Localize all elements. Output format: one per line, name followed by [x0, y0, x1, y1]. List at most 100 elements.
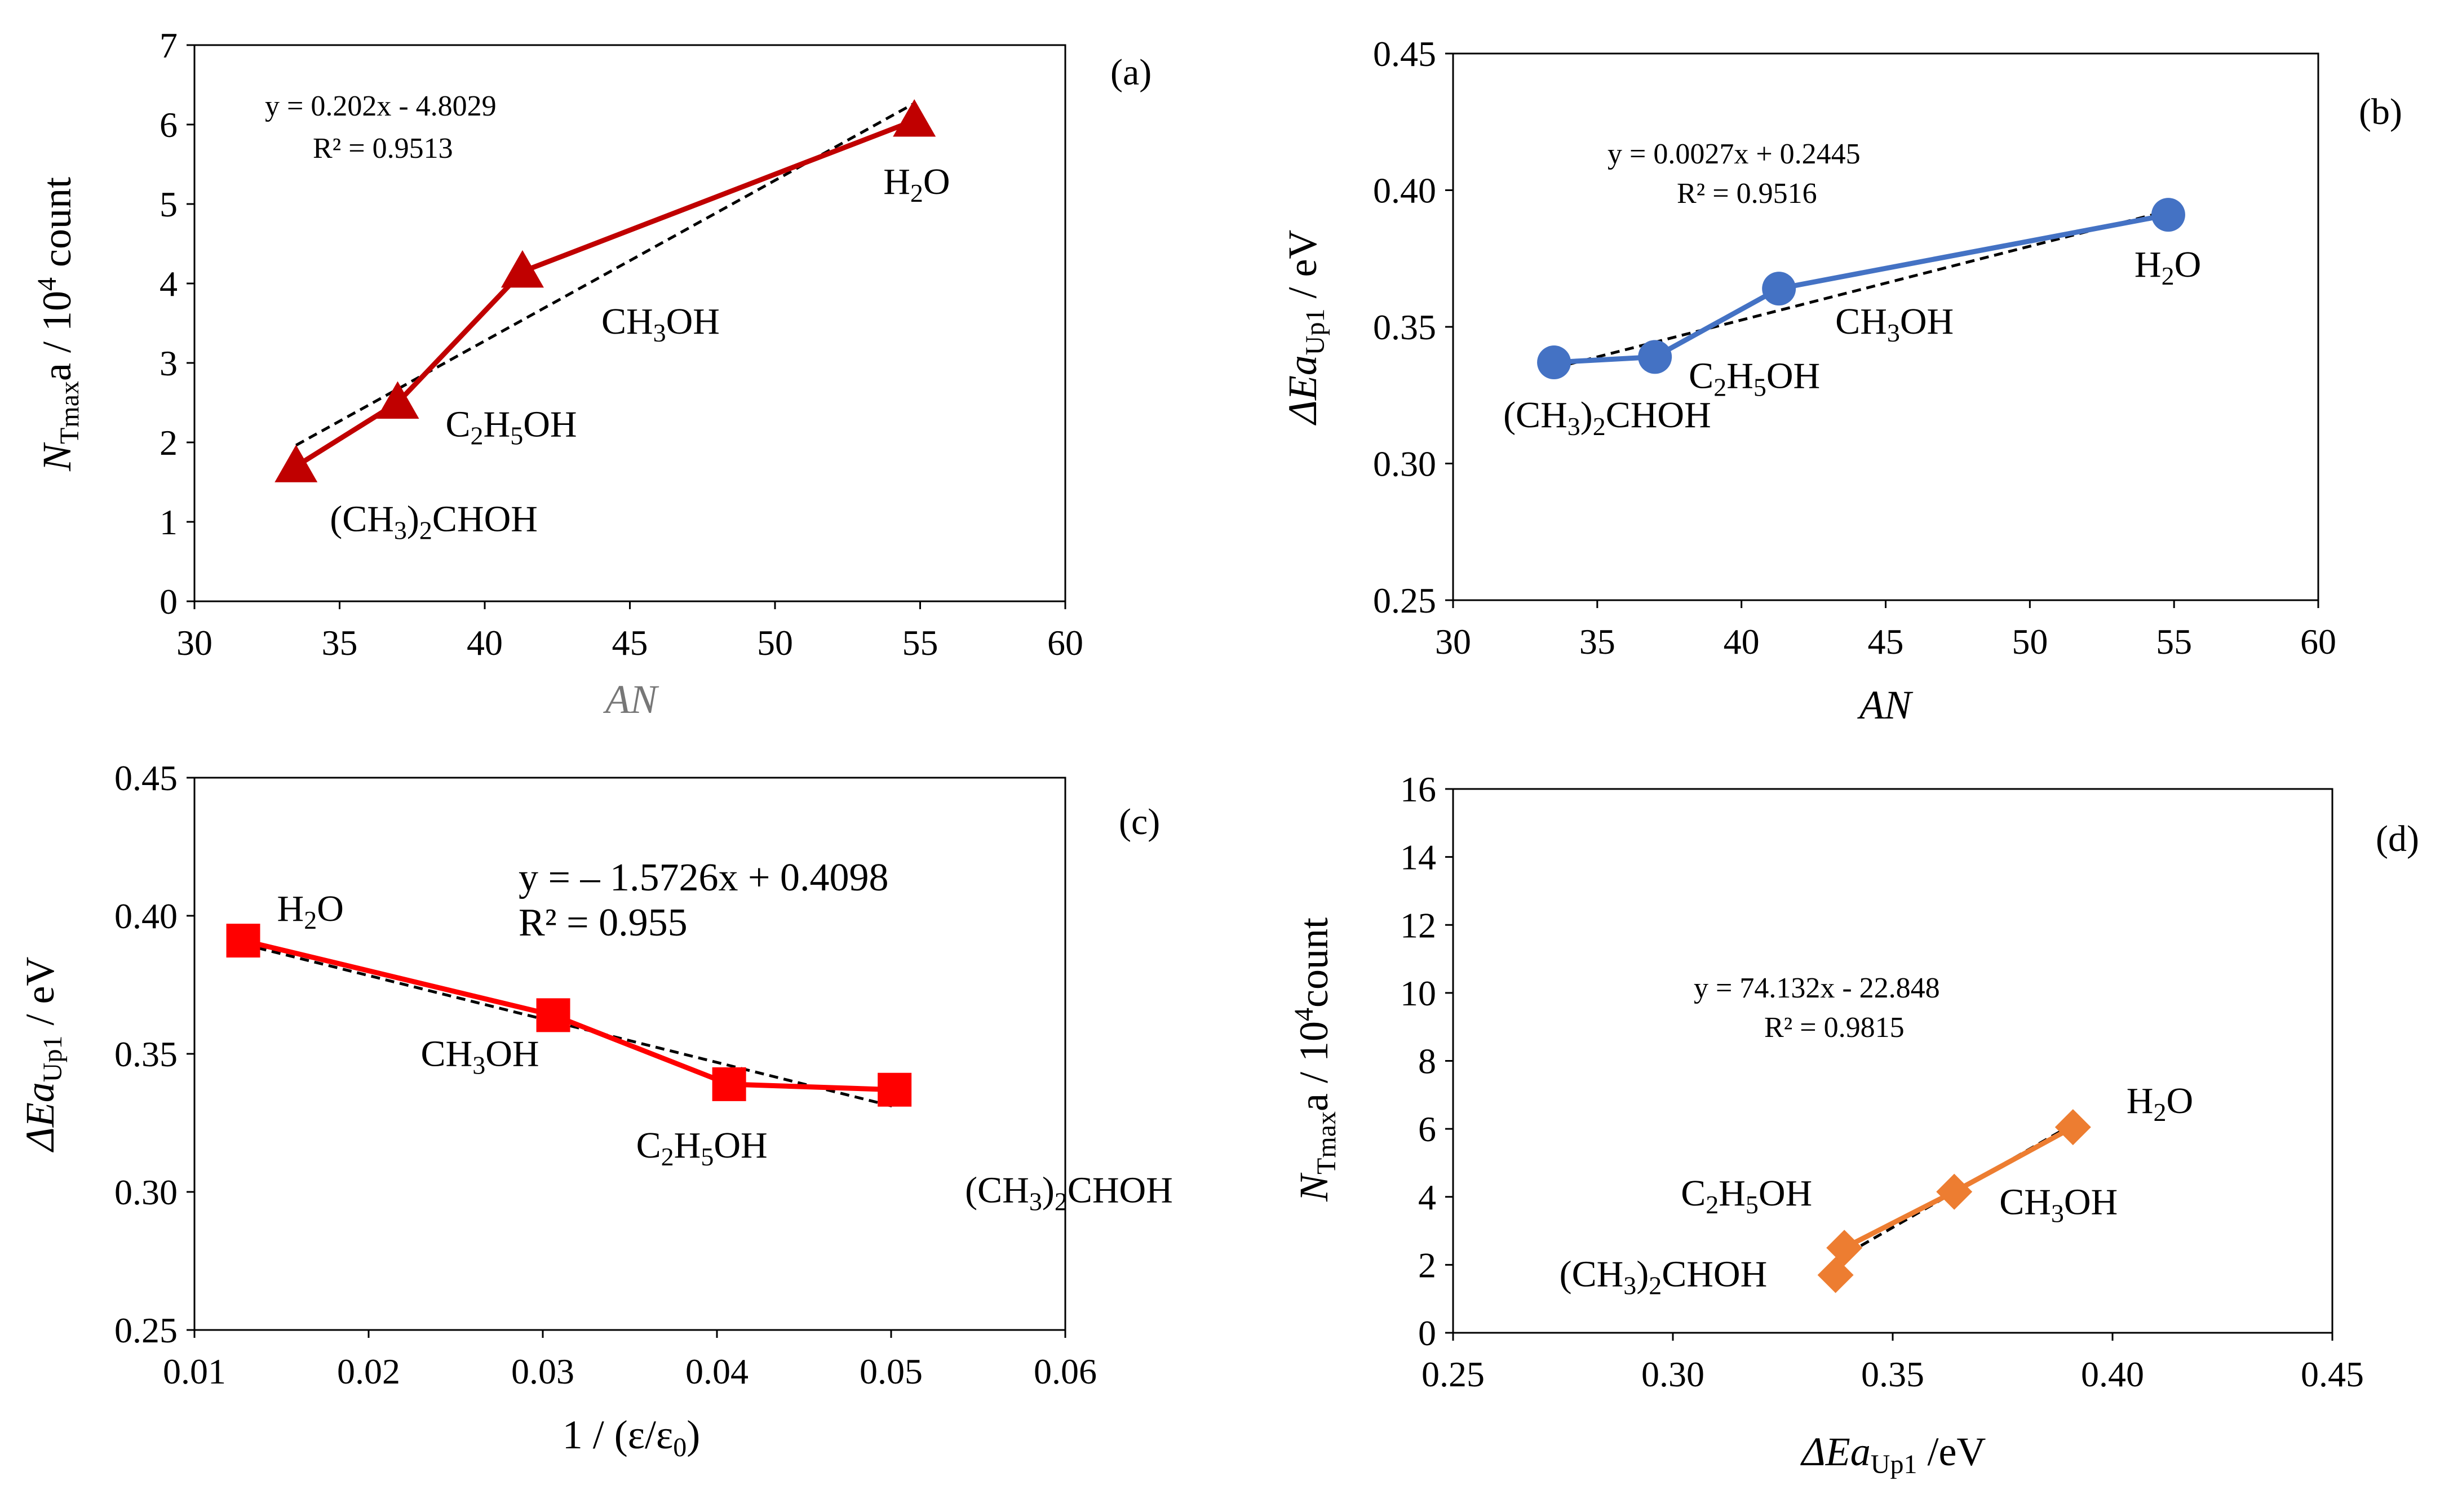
y-tick-label: 4 [1418, 1177, 1436, 1217]
panel-b: 0.250.300.350.400.45 30 35 40 45 50 55 60 (CH3… [1280, 34, 2402, 728]
point-label-part: C [1681, 1173, 1706, 1214]
y-axis-title: ΔEaUp1 / eV [17, 957, 68, 1153]
y-tick-label: 12 [1400, 905, 1436, 945]
data-point [2151, 198, 2185, 232]
trend-r2: R² = 0.9516 [1677, 178, 1817, 210]
y-tick-label: 0.30 [1373, 444, 1436, 484]
point-label: CH3OH [1835, 301, 1954, 347]
data-point [1762, 272, 1796, 306]
panel-label: (c) [1119, 801, 1160, 843]
y-tick-label: 2 [1418, 1245, 1436, 1285]
y-ticks: 0 1 2 3 4 5 6 7 [160, 25, 194, 622]
y-tick-label: 8 [1418, 1041, 1436, 1081]
point-label: C2H5OH [1689, 355, 1820, 401]
point-label-part: (CH [330, 498, 394, 539]
point-label-part: CH [421, 1033, 473, 1074]
trendline [242, 943, 895, 1108]
trend-equation: y = 0.0027x + 0.2445 [1608, 138, 1861, 170]
data-point [1817, 1257, 1854, 1293]
point-label-part: 2 [1593, 412, 1606, 441]
y-title-part: ΔEa [1280, 355, 1325, 425]
data-point [536, 998, 570, 1032]
point-label-part: H [883, 161, 910, 202]
x-tick-label: 0.30 [1641, 1354, 1704, 1394]
point-label: (CH3)2CHOH [330, 498, 538, 544]
x-tick-label: 0.03 [511, 1351, 574, 1391]
y-axis-title: NTmaxa / 104 count [32, 177, 85, 472]
point-label-part: OH [1759, 1173, 1812, 1214]
point-label-part: H [1726, 355, 1753, 396]
y-tick-label: 3 [160, 343, 178, 383]
point-label: CH3OH [601, 301, 720, 347]
point-label-part: 3 [472, 1050, 485, 1079]
point-label: CH3OH [1999, 1182, 2118, 1228]
data-point [1537, 345, 1571, 380]
x-tick-label: 45 [1868, 622, 1904, 662]
y-tick-label: 0 [160, 582, 178, 622]
point-label-part: OH [485, 1033, 539, 1074]
x-ticks: 30 35 40 45 50 55 60 [1435, 600, 2336, 662]
point-label-part: 2 [419, 516, 432, 544]
y-ticks: 0.25 0.30 0.35 0.40 0.45 [114, 758, 194, 1350]
point-label-part: CHOH [1662, 1253, 1767, 1294]
y-tick-label: 0.45 [1373, 34, 1436, 74]
point-label-part: O [2175, 244, 2202, 285]
x-tick-label: 35 [1579, 622, 1615, 662]
point-label-part: (CH [965, 1170, 1029, 1211]
y-tick-label: 0.25 [1373, 580, 1436, 620]
y-axis-title: ΔEaUp1 / eV [1280, 230, 1330, 426]
data-series [274, 99, 936, 482]
x-title-part: Up1 [1871, 1449, 1918, 1479]
point-label-part: 3 [394, 516, 407, 544]
point-label-part: 3 [1029, 1187, 1042, 1216]
y-title-part: N [34, 442, 79, 472]
series-line [294, 118, 915, 469]
point-label: C2H5OH [636, 1125, 768, 1171]
point-label-part: C [636, 1125, 661, 1166]
point-label-part: 2 [1713, 373, 1726, 401]
x-title-part: /eV [1917, 1429, 1986, 1474]
y-title-part: Tmax [55, 381, 85, 444]
point-label-part: O [317, 888, 344, 929]
data-series [1537, 198, 2185, 380]
x-title-part: 1 / (ε/ε [563, 1412, 673, 1457]
x-title-part: ) [687, 1412, 700, 1457]
y-tick-label: 0.45 [114, 758, 178, 798]
data-series [1817, 1109, 2091, 1293]
point-label-part: C [1689, 355, 1713, 396]
y-tick-label: 6 [1418, 1109, 1436, 1149]
y-tick-label: 0.35 [1373, 307, 1436, 347]
trend-r2: R² = 0.9815 [1764, 1012, 1905, 1044]
point-label-part: 5 [510, 422, 523, 450]
y-tick-label: 0.40 [1373, 171, 1436, 211]
x-title-part: ΔEa [1800, 1429, 1871, 1474]
x-tick-label: 0.35 [1861, 1354, 1924, 1394]
point-label-part: CHOH [432, 498, 538, 539]
point-label: C2H5OH [446, 404, 577, 450]
point-label-part: C [446, 404, 471, 445]
y-title-part: 4 [1289, 1008, 1319, 1021]
y-title-part: count [34, 177, 79, 277]
point-label-part: 2 [661, 1142, 674, 1171]
x-tick-label: 0.06 [1034, 1351, 1097, 1391]
point-label-part: ) [1042, 1170, 1055, 1211]
data-point [878, 1072, 912, 1107]
x-tick-label: 30 [1435, 622, 1471, 662]
panel-c: 0.250.300.350.400.45 0.01 0.02 0.03 0.04 0.0… [17, 758, 1173, 1462]
x-tick-label: 0.02 [337, 1351, 400, 1391]
point-label-part: O [2166, 1080, 2193, 1121]
x-tick-label: 0.40 [2081, 1354, 2144, 1394]
x-tick-label: 0.01 [163, 1351, 226, 1391]
data-point [501, 250, 544, 288]
x-tick-label: 30 [176, 623, 212, 663]
point-label-part: OH [1766, 355, 1820, 396]
y-tick-label: 14 [1400, 837, 1436, 877]
point-label-part: CHOH [1606, 394, 1711, 436]
trend-equation: y = 0.202x - 4.8029 [265, 90, 497, 122]
y-ticks: 0 2 4 6 8 10 12 14 16 [1400, 769, 1453, 1353]
